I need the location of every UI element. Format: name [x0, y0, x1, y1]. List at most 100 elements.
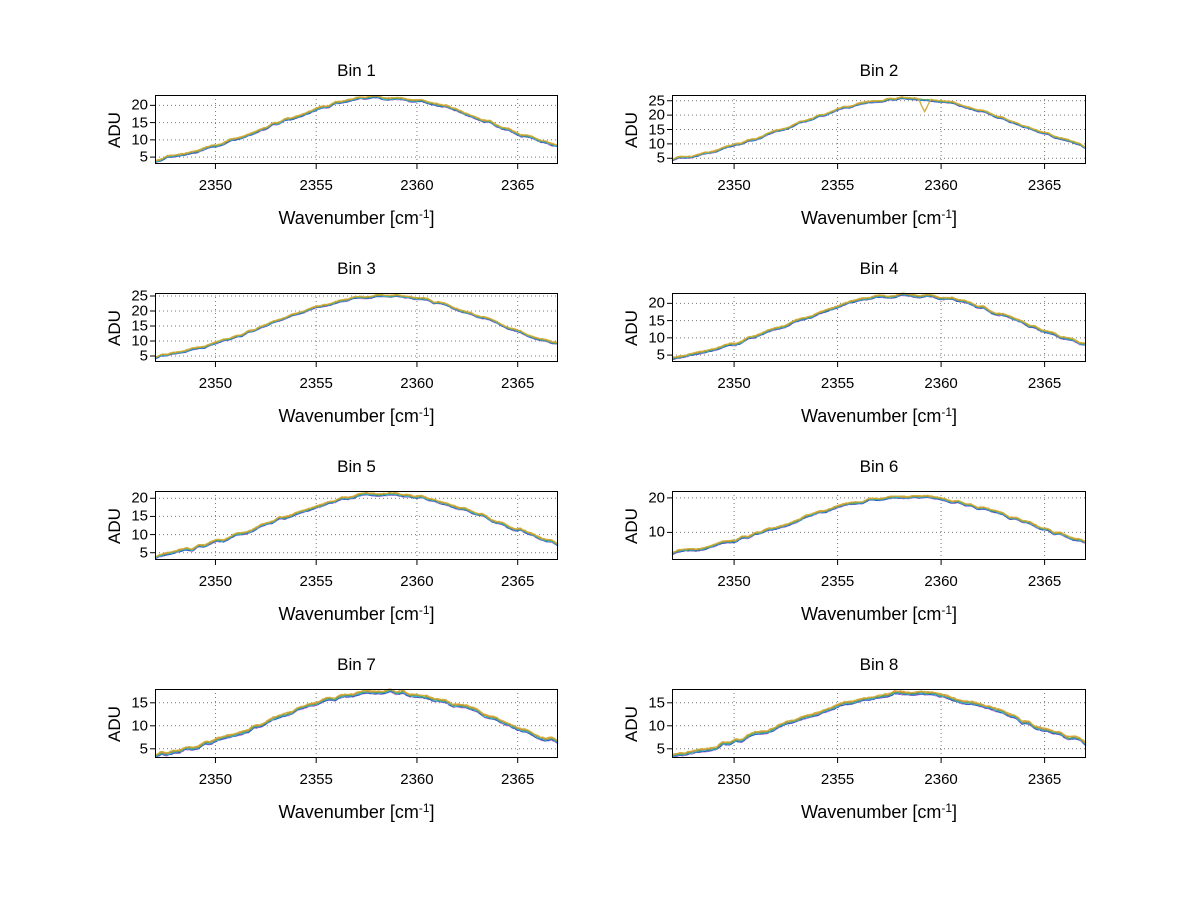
y-tick-label: 20: [648, 489, 665, 507]
plot-canvas: [150, 688, 559, 763]
x-tick-label: 2360: [924, 771, 958, 788]
x-axis-label-close: ]: [429, 604, 435, 624]
y-tick-label: 25: [648, 92, 665, 110]
y-axis-label: ADU: [105, 309, 124, 346]
y-tick-label: 5: [139, 347, 148, 365]
plot-canvas: [150, 94, 559, 169]
x-axis-label-exponent: -1: [941, 207, 953, 221]
subplot-bin-4: Bin 4 ADU 5 10 15 20 2350 2355 2360 2365 Wavenu…: [622, 259, 1087, 426]
y-tick-label: 15: [131, 114, 148, 132]
y-tick-label: 15: [131, 317, 148, 335]
x-axis-label: Wavenumber [cm-1]: [672, 801, 1086, 823]
plot-canvas: [667, 95, 1087, 169]
x-axis-label-exponent: -1: [418, 603, 430, 617]
plot-area: 5 10 15 20 2350 2355 2360 2365: [131, 94, 559, 194]
spectrum-cyan: [154, 690, 559, 758]
axes-frame: [672, 95, 1086, 164]
x-tick-label: 2360: [400, 573, 434, 590]
x-tick-label: 2350: [198, 177, 233, 194]
x-axis-label-text: Wavenumber [cm: [278, 604, 419, 624]
spectrum-green: [154, 294, 559, 359]
spectrum-magenta: [671, 496, 1087, 556]
plot-title: Bin 1: [337, 61, 376, 80]
spectrum-yellow: [671, 690, 1087, 756]
x-tick-label: 2350: [198, 771, 233, 788]
spectrum-yellow: [154, 94, 559, 162]
x-tick-label: 2360: [400, 375, 434, 392]
y-tick-label: 15: [648, 312, 665, 330]
plot-area: 5 10 15 2350 2355 2360 2365: [648, 689, 1087, 788]
y-tick-label: 20: [131, 489, 148, 507]
x-tick-label: 2360: [400, 771, 434, 788]
y-axis-label: ADU: [105, 111, 124, 148]
x-axis-label-exponent: -1: [418, 405, 430, 419]
x-tick-label: 2365: [1027, 573, 1062, 590]
plot-canvas: [150, 293, 559, 367]
y-tick-label: 10: [648, 717, 665, 735]
x-tick-label: 2360: [924, 375, 958, 392]
axes-frame: [672, 293, 1086, 362]
x-tick-label: 2365: [501, 771, 535, 788]
x-axis-label-exponent: -1: [418, 207, 430, 221]
y-axis-label: ADU: [105, 705, 124, 742]
x-axis-label-text: Wavenumber [cm: [278, 406, 419, 426]
x-axis-label-text: Wavenumber [cm: [278, 208, 419, 228]
subplot-bin-3: Bin 3 ADU 5 10 15 20 25 2350 2355 2360 2365 Wave…: [105, 259, 559, 426]
y-tick-label: 5: [139, 740, 148, 758]
axes-frame: [155, 293, 558, 362]
spectrum-blue: [154, 493, 559, 560]
x-axis-label-close: ]: [952, 406, 958, 426]
y-tick-label: 10: [648, 329, 665, 347]
x-axis-label: Wavenumber [cm-1]: [672, 405, 1086, 427]
x-axis-label-close: ]: [429, 406, 435, 426]
x-tick-label: 2365: [501, 177, 535, 194]
plot-title: Bin 8: [859, 655, 899, 674]
x-tick-label: 2360: [400, 177, 434, 194]
axes-frame: [155, 491, 558, 560]
x-axis-label: Wavenumber [cm-1]: [155, 801, 558, 823]
subplot-bin-7: Bin 7 ADU 5 10 15 2350 2355 2360 2365 Wavenumb…: [105, 655, 559, 822]
spectrum-blue: [154, 295, 559, 360]
x-tick-label: 2350: [717, 375, 751, 392]
x-axis-label-text: Wavenumber [cm: [800, 406, 942, 426]
x-axis-label-text: Wavenumber [cm: [800, 604, 942, 624]
x-axis-label-exponent: -1: [941, 603, 953, 617]
x-axis-label-text: Wavenumber [cm: [278, 802, 419, 822]
x-axis-label-exponent: -1: [418, 801, 430, 815]
plot-title: Bin 6: [859, 457, 899, 476]
x-tick-label: 2355: [820, 771, 855, 788]
plot-area: 5 10 15 20 25 2350 2355 2360 2365: [131, 289, 559, 392]
y-tick-label: 10: [131, 717, 148, 735]
y-tick-label: 5: [656, 740, 665, 758]
x-axis-label-close: ]: [429, 208, 435, 228]
y-tick-label: 10: [648, 135, 665, 153]
plot-area: 5 10 15 20 2350 2355 2360 2365: [648, 292, 1087, 392]
plot-area: 5 10 15 2350 2355 2360 2365: [131, 688, 559, 788]
x-tick-label: 2355: [820, 375, 855, 392]
y-tick-label: 10: [648, 523, 665, 541]
x-tick-label: 2365: [501, 375, 535, 392]
axes-frame: [672, 689, 1086, 758]
spectrum-cyan: [671, 495, 1087, 555]
plot-canvas: [667, 689, 1087, 763]
x-axis-label: Wavenumber [cm-1]: [155, 603, 558, 625]
x-tick-label: 2355: [299, 177, 333, 194]
subplot-bin-6: Bin 6 ADU 10 20 2350 2355 2360 2365 Wavenumbe…: [622, 457, 1087, 624]
x-tick-label: 2355: [820, 177, 855, 194]
x-tick-label: 2360: [924, 177, 958, 194]
y-axis-label: ADU: [622, 705, 641, 742]
plot-canvas: [667, 292, 1087, 367]
x-tick-label: 2350: [198, 573, 233, 590]
axes-frame: [155, 689, 558, 758]
plot-area: 5 10 15 20 25 2350 2355 2360 2365: [648, 93, 1087, 194]
y-tick-label: 15: [648, 694, 665, 712]
x-axis-label-close: ]: [952, 802, 958, 822]
plot-area: 10 20 2350 2355 2360 2365: [648, 490, 1087, 590]
x-tick-label: 2355: [820, 573, 855, 590]
spectrum-yellow: [671, 96, 1087, 160]
y-tick-label: 15: [131, 507, 148, 525]
y-tick-label: 10: [131, 332, 148, 350]
plot-title: Bin 2: [859, 61, 899, 80]
x-axis-label-text: Wavenumber [cm: [800, 802, 942, 822]
x-tick-label: 2355: [299, 573, 333, 590]
